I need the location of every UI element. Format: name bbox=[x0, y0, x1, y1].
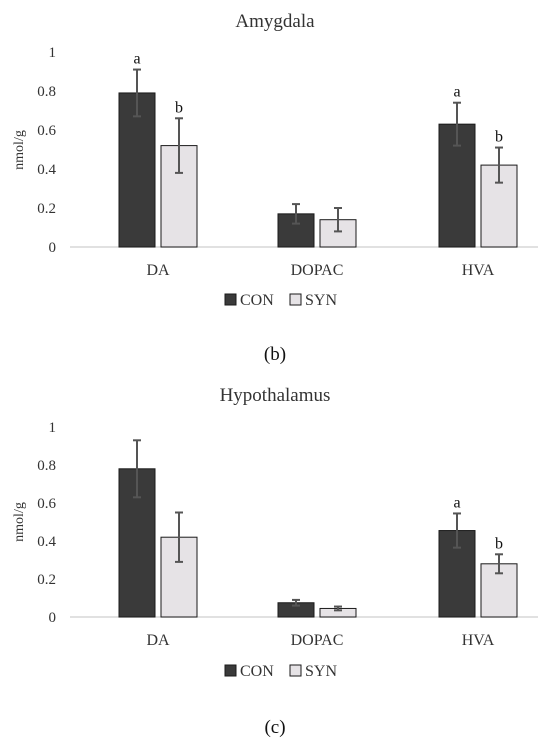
significance-label: b bbox=[495, 535, 503, 552]
legend-swatch-con bbox=[224, 293, 237, 306]
y-tick-label: 0.8 bbox=[37, 458, 56, 474]
legend-label: CON bbox=[240, 663, 274, 680]
y-axis-label: nmol/g bbox=[12, 502, 27, 542]
y-tick-label: 0.6 bbox=[37, 123, 56, 139]
y-tick-label: 0.6 bbox=[37, 496, 56, 512]
category-label: DA bbox=[146, 262, 170, 279]
chart-title: Amygdala bbox=[235, 11, 315, 32]
category-label: DOPAC bbox=[291, 262, 344, 279]
significance-label: b bbox=[175, 99, 183, 116]
y-tick-label: 0 bbox=[49, 240, 57, 256]
category-label: DOPAC bbox=[291, 632, 344, 649]
y-axis-label: nmol/g bbox=[12, 130, 27, 170]
legend-swatch-syn bbox=[289, 293, 302, 306]
bar-con bbox=[118, 92, 156, 248]
legend-swatch-syn bbox=[289, 664, 302, 677]
y-tick-label: 0.2 bbox=[37, 201, 56, 217]
category-label: DA bbox=[146, 632, 170, 649]
chart-title: Hypothalamus bbox=[220, 385, 331, 406]
category-label: HVA bbox=[462, 262, 495, 279]
significance-label: a bbox=[453, 494, 460, 511]
legend-swatch-con bbox=[224, 664, 237, 677]
panel-label: (c) bbox=[264, 717, 285, 738]
significance-label: b bbox=[495, 129, 503, 146]
legend-label: SYN bbox=[305, 663, 337, 680]
y-tick-label: 0.2 bbox=[37, 572, 56, 588]
y-tick-label: 0.8 bbox=[37, 84, 56, 100]
category-label: HVA bbox=[462, 632, 495, 649]
significance-label: a bbox=[133, 51, 140, 68]
legend-label: CON bbox=[240, 292, 274, 309]
significance-label: a bbox=[453, 84, 460, 101]
panel-label: (b) bbox=[264, 344, 286, 365]
y-tick-label: 1 bbox=[49, 420, 57, 436]
y-tick-label: 0.4 bbox=[37, 162, 56, 178]
legend-label: SYN bbox=[305, 292, 337, 309]
y-tick-label: 0 bbox=[49, 610, 57, 626]
y-tick-label: 0.4 bbox=[37, 534, 56, 550]
y-tick-label: 1 bbox=[49, 45, 57, 61]
